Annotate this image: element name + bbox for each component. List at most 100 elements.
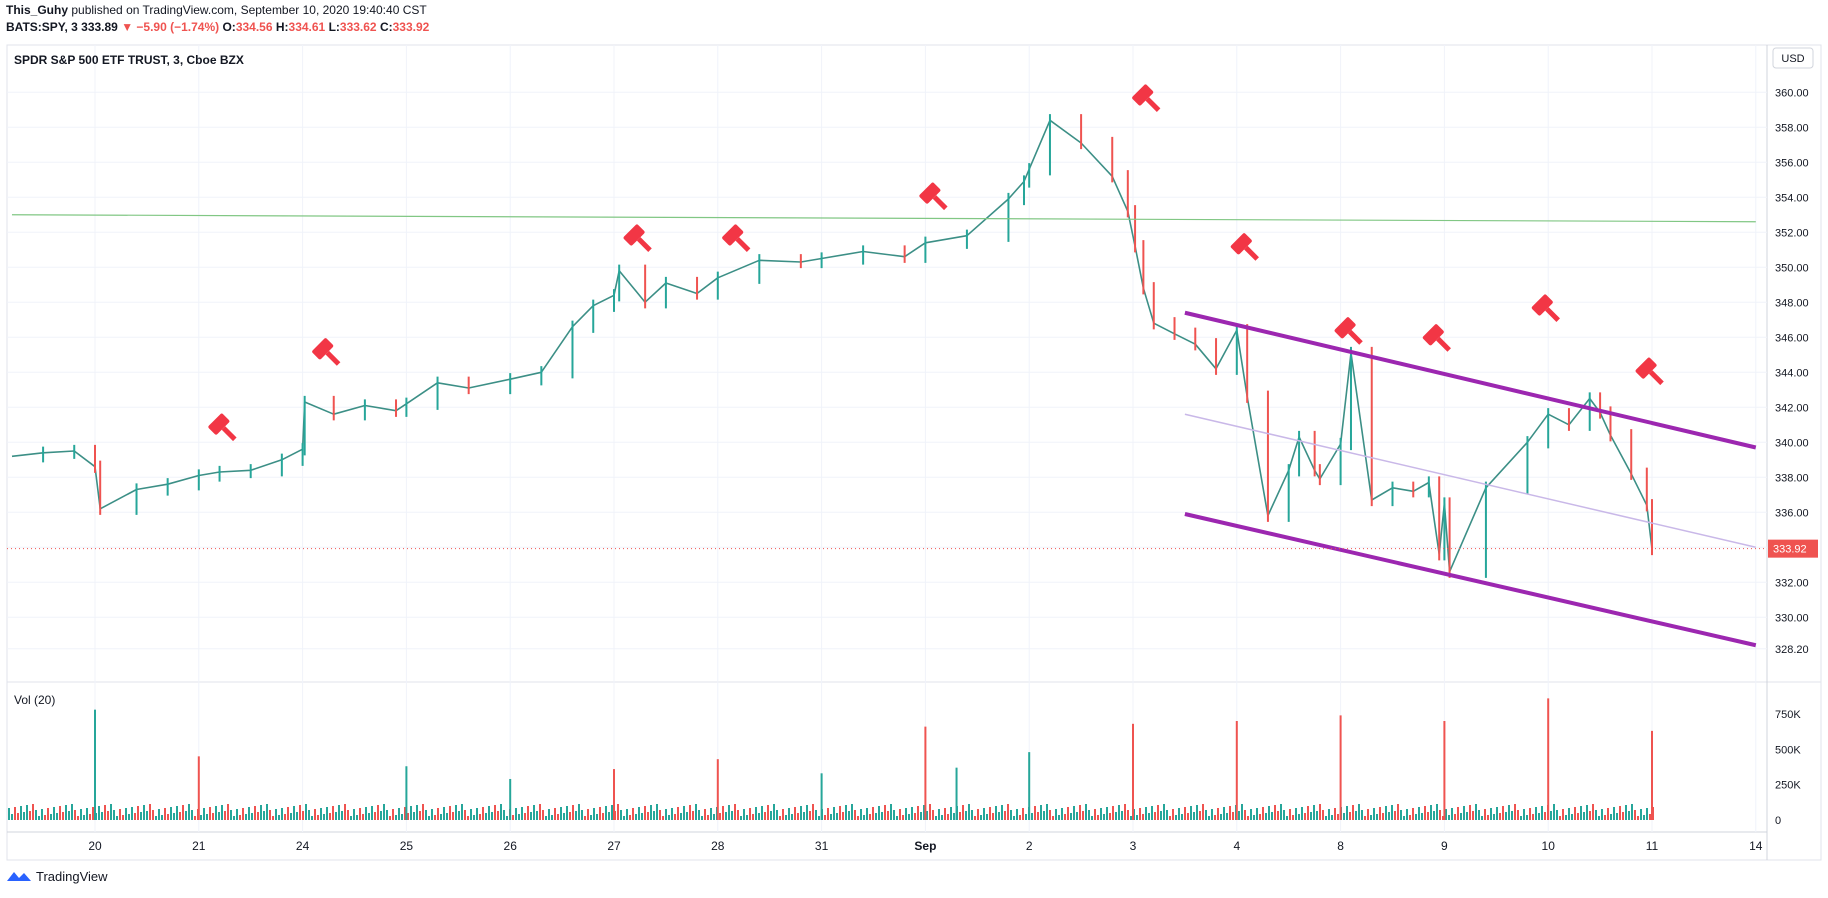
- price-tick-label: 350.00: [1775, 262, 1809, 274]
- time-tick-label: 10: [1542, 839, 1556, 853]
- gavel-icon: [1635, 357, 1664, 386]
- price-tick-label: 338.00: [1775, 472, 1809, 484]
- time-tick-label: 31: [815, 839, 829, 853]
- gavel-handle: [325, 350, 341, 366]
- gavel-head: [208, 413, 230, 435]
- price-tick-label: 346.00: [1775, 332, 1809, 344]
- price-tick-label: 360.00: [1775, 87, 1809, 99]
- gavel-handle: [221, 426, 237, 442]
- gavel-icon: [623, 224, 652, 252]
- currency-label: USD: [1781, 53, 1804, 65]
- gavel-head: [1132, 84, 1154, 106]
- gavel-icon: [1334, 317, 1363, 345]
- axes: 328.20330.00332.00334.00336.00338.00340.…: [7, 87, 1818, 853]
- gavel-markers: [208, 84, 1664, 442]
- time-tick-label: Sep: [914, 839, 936, 853]
- price-change: ▼ −5.90 (−1.74%): [121, 20, 220, 34]
- price-tick-label: 352.00: [1775, 227, 1809, 239]
- tradingview-logo-icon: [7, 872, 31, 881]
- open-label: O:: [222, 20, 236, 34]
- close-value: 333.92: [392, 20, 430, 34]
- chart-frame: [6, 44, 1822, 861]
- gavel-handle: [1244, 245, 1259, 261]
- price-line: [11, 119, 1653, 573]
- gavel-icon: [722, 224, 751, 252]
- gavel-head: [1422, 324, 1444, 346]
- channel-upper-line: [1184, 310, 1757, 450]
- gavel-handle: [636, 237, 652, 252]
- volume-bars: [8, 698, 1654, 820]
- price-tick-label: 358.00: [1775, 122, 1809, 134]
- drawings: [11, 214, 1757, 648]
- price-tick-label: 330.00: [1775, 612, 1809, 624]
- gavel-icon: [208, 413, 237, 442]
- open-value: 334.56: [235, 20, 273, 34]
- volume-tick-label: 250K: [1775, 780, 1801, 792]
- channel-middle-line: [1184, 413, 1756, 548]
- price-series: [11, 114, 1653, 578]
- time-tick-label: 25: [400, 839, 414, 853]
- gavel-icon: [1422, 324, 1451, 352]
- high-value: 334.61: [288, 20, 326, 34]
- gavel-handle: [1436, 336, 1451, 352]
- price-tick-label: 344.00: [1775, 367, 1809, 379]
- time-tick-label: 3: [1130, 839, 1137, 853]
- time-tick-label: 9: [1441, 839, 1448, 853]
- channel-lower-line: [1184, 512, 1757, 648]
- gavel-icon: [1531, 294, 1560, 322]
- grid-lines: [7, 45, 1767, 832]
- gavel-head: [312, 338, 334, 360]
- gavel-head: [1635, 357, 1657, 379]
- gavel-head: [1334, 317, 1356, 339]
- time-tick-label: 21: [192, 839, 206, 853]
- time-tick-label: 2: [1026, 839, 1033, 853]
- gavel-head: [1531, 294, 1553, 316]
- gavel-head: [1230, 233, 1252, 255]
- time-tick-label: 14: [1749, 839, 1763, 853]
- gavel-head: [722, 224, 744, 246]
- price-tick-label: 328.20: [1775, 644, 1809, 656]
- gavel-handle: [1347, 329, 1363, 345]
- volume-title: Vol (20): [14, 693, 55, 707]
- price-tick-label: 336.00: [1775, 507, 1809, 519]
- low-value: 333.62: [339, 20, 377, 34]
- published-text: published on TradingView.com, September …: [71, 3, 427, 17]
- low-label: L:: [328, 20, 340, 34]
- gavel-icon: [1132, 84, 1161, 112]
- time-tick-label: 8: [1337, 839, 1344, 853]
- gavel-handle: [1145, 97, 1161, 112]
- gavel-icon: [1230, 233, 1259, 261]
- price-tick-label: 342.00: [1775, 402, 1809, 414]
- tradingview-brand[interactable]: TradingView: [6, 868, 108, 884]
- high-label: H:: [275, 20, 289, 34]
- last-price-label: 333.92: [1773, 544, 1807, 556]
- volume-tick-label: 0: [1775, 815, 1781, 827]
- gavel-head: [623, 224, 645, 246]
- ohlc-line: BATS:SPY, 3 333.89 ▼ −5.90 (−1.74%) O:33…: [6, 20, 429, 34]
- gavel-icon: [919, 182, 948, 211]
- brand-name: TradingView: [36, 868, 108, 884]
- price-tick-label: 332.00: [1775, 577, 1809, 589]
- last-price: 333.89: [81, 20, 118, 34]
- volume-tick-label: 500K: [1775, 744, 1801, 756]
- symbol-label: BATS:SPY, 3: [6, 20, 78, 34]
- gavel-handle: [932, 195, 948, 211]
- chart-border: [6, 44, 1822, 861]
- author-name[interactable]: This_Guhy: [6, 3, 69, 17]
- currency-box[interactable]: [1772, 47, 1814, 69]
- gavel-icon: [312, 338, 341, 366]
- support-line: [11, 214, 1756, 223]
- publish-info: This_Guhy published on TradingView.com, …: [6, 3, 427, 17]
- price-tick-label: 354.00: [1775, 192, 1809, 204]
- time-tick-label: 4: [1233, 839, 1240, 853]
- gavel-handle: [1545, 307, 1560, 322]
- close-label: C:: [379, 20, 393, 34]
- last-price-box: [1768, 539, 1818, 558]
- time-tick-label: 28: [711, 839, 725, 853]
- time-tick-label: 24: [296, 839, 310, 853]
- chart-title: SPDR S&P 500 ETF TRUST, 3, Cboe BZX: [14, 53, 244, 67]
- price-tick-label: 348.00: [1775, 297, 1809, 309]
- volume-tick-label: 750K: [1775, 709, 1801, 721]
- time-tick-label: 20: [88, 839, 102, 853]
